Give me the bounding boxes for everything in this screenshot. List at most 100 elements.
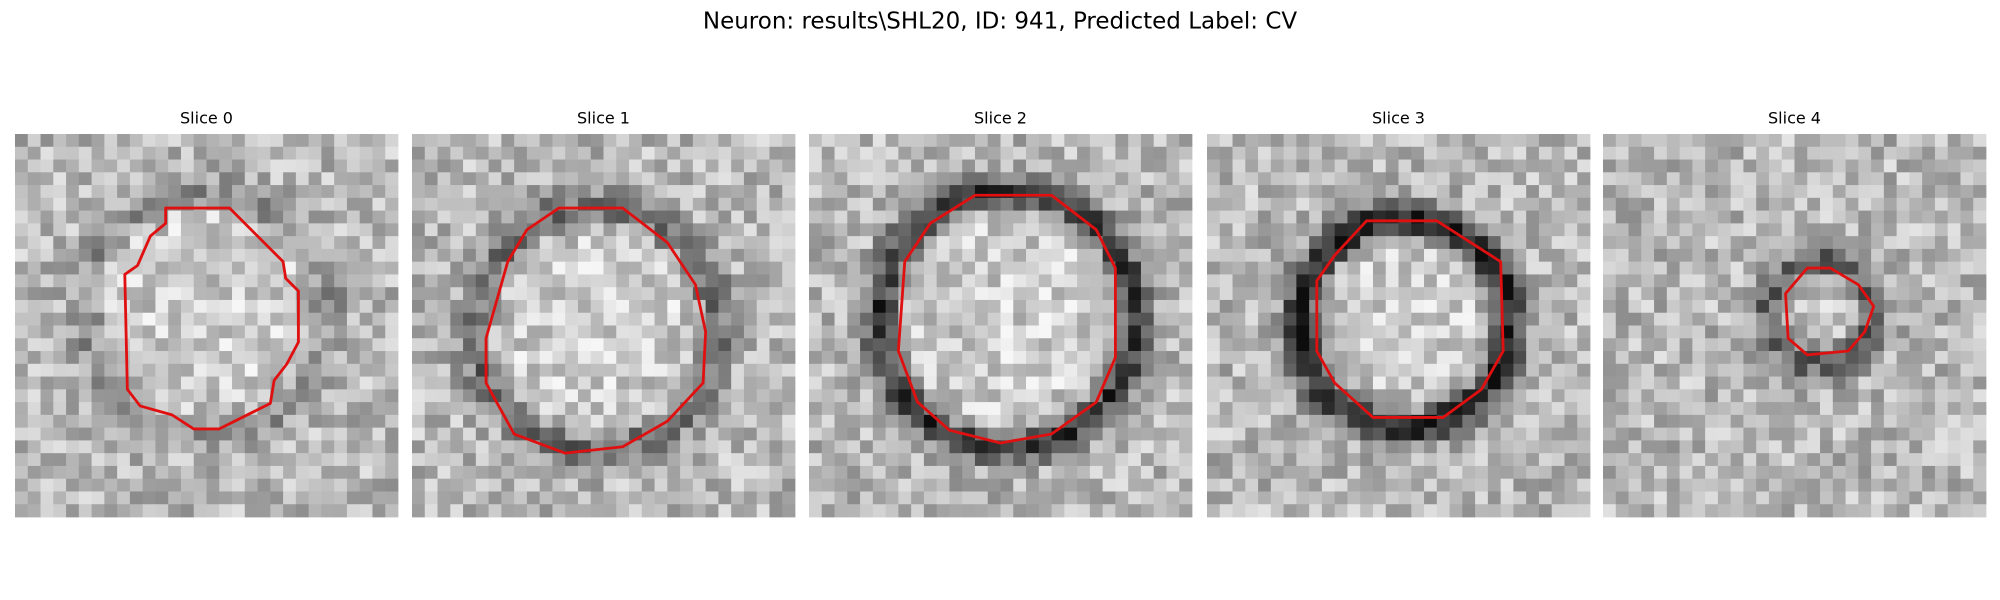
pixel	[1128, 274, 1142, 288]
pixel	[514, 504, 528, 518]
pixel	[1679, 453, 1693, 467]
pixel	[257, 185, 271, 199]
pixel	[334, 478, 348, 492]
pixel	[834, 478, 848, 492]
pixel	[821, 210, 835, 224]
pixel	[1628, 414, 1642, 429]
pixel	[1089, 427, 1104, 441]
pixel	[450, 172, 464, 186]
pixel	[1934, 363, 1949, 377]
pixel	[680, 414, 694, 429]
pixel	[1654, 504, 1668, 518]
pixel	[654, 197, 668, 211]
pixel	[475, 299, 489, 314]
pixel	[1334, 261, 1348, 275]
pixel	[1077, 453, 1091, 467]
pixel	[168, 465, 182, 480]
pixel	[1679, 274, 1693, 288]
pixel	[987, 248, 1001, 263]
pixel	[1654, 210, 1668, 224]
pixel	[1283, 261, 1297, 275]
pixel	[1424, 299, 1438, 314]
pixel	[1641, 223, 1655, 237]
pixel	[1654, 223, 1668, 237]
pixel	[1564, 210, 1578, 224]
pixel	[1526, 504, 1540, 518]
pixel	[1245, 185, 1259, 199]
pixel	[1140, 159, 1155, 173]
pixel	[1526, 299, 1540, 314]
pixel	[1283, 223, 1297, 237]
pixel	[1258, 159, 1272, 173]
pixel	[667, 338, 681, 352]
pixel	[168, 223, 182, 237]
panel-title: Slice 4	[1768, 109, 1821, 128]
pixel	[193, 338, 207, 352]
pixel	[1321, 223, 1336, 237]
pixel	[911, 440, 925, 454]
pixel	[1832, 504, 1846, 518]
pixel	[437, 248, 451, 263]
pixel	[1654, 440, 1668, 454]
pixel	[1245, 210, 1259, 224]
pixel	[1526, 363, 1540, 377]
pixel	[1013, 376, 1027, 390]
pixel	[1360, 325, 1374, 339]
pixel	[1743, 453, 1757, 467]
pixel	[1654, 414, 1668, 429]
pixel	[1845, 389, 1859, 403]
pixel	[1258, 287, 1272, 301]
pixel	[180, 287, 195, 301]
pixel	[1564, 274, 1578, 288]
pixel	[1219, 351, 1233, 365]
pixel	[1232, 261, 1246, 275]
pixel	[1781, 351, 1795, 365]
pixel	[1051, 261, 1065, 275]
pixel	[475, 248, 489, 263]
pixel	[295, 376, 310, 390]
pixel	[206, 363, 220, 377]
pixel	[1730, 402, 1744, 416]
pixel	[219, 440, 233, 454]
pixel	[321, 389, 335, 403]
pixel	[1692, 427, 1706, 441]
pixel	[1947, 185, 1961, 199]
pixel	[718, 504, 732, 518]
pixel	[1089, 172, 1104, 186]
pixel	[244, 236, 258, 250]
pixel	[1794, 504, 1808, 518]
pixel	[1089, 491, 1104, 505]
pixel	[974, 402, 989, 416]
pixel	[1960, 274, 1974, 288]
pixel	[1270, 325, 1284, 339]
pixel	[1679, 159, 1693, 173]
pixel	[756, 236, 770, 250]
pixel	[1038, 223, 1052, 237]
pixel	[756, 414, 770, 429]
pixel	[1245, 453, 1259, 467]
pixel	[1960, 338, 1974, 352]
pixel	[40, 504, 54, 518]
pixel	[1207, 274, 1221, 288]
pixel	[731, 427, 745, 441]
pixel	[359, 236, 373, 250]
pixel	[1360, 465, 1374, 480]
pixel	[834, 248, 848, 263]
pixel	[641, 389, 655, 403]
pixel	[488, 197, 502, 211]
pixel	[53, 312, 67, 326]
pixel	[1513, 427, 1527, 441]
pixel	[1717, 414, 1732, 429]
pixel	[1089, 312, 1104, 326]
pixel	[692, 414, 707, 429]
pixel	[974, 440, 989, 454]
pixel	[1577, 223, 1591, 237]
pixel	[168, 312, 182, 326]
pixel	[193, 299, 207, 314]
pixel	[180, 338, 195, 352]
pixel	[782, 491, 796, 505]
pixel	[1128, 197, 1142, 211]
pixel	[1179, 159, 1193, 173]
pixel	[1140, 236, 1155, 250]
pixel	[1794, 453, 1808, 467]
